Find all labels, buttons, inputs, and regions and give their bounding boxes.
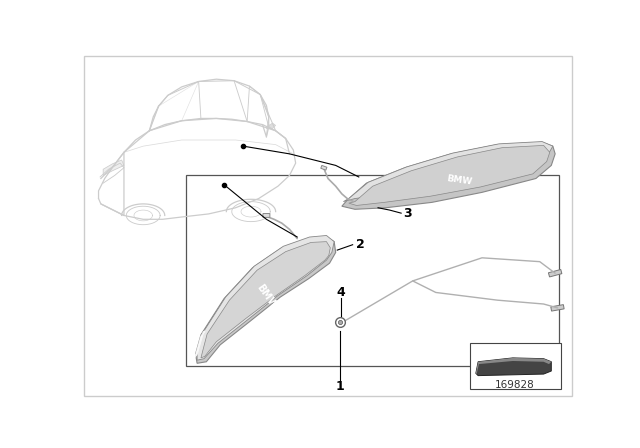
Polygon shape [266, 123, 276, 129]
Text: 3: 3 [403, 207, 412, 220]
Polygon shape [201, 241, 330, 358]
Polygon shape [476, 358, 551, 374]
Text: 2: 2 [356, 238, 365, 251]
FancyBboxPatch shape [263, 214, 270, 217]
FancyBboxPatch shape [551, 305, 564, 311]
Bar [321, 165, 327, 170]
Text: BMW: BMW [445, 175, 472, 187]
Text: BMW: BMW [254, 282, 278, 310]
Bar [470, 343, 561, 389]
Text: 1: 1 [335, 380, 344, 393]
Polygon shape [197, 236, 334, 360]
FancyBboxPatch shape [548, 270, 562, 277]
Bar [186, 176, 559, 366]
Text: 4: 4 [337, 286, 346, 299]
Text: 169828: 169828 [495, 380, 535, 390]
Polygon shape [103, 160, 124, 176]
Polygon shape [344, 142, 553, 202]
Polygon shape [196, 237, 336, 363]
Polygon shape [342, 142, 555, 209]
Polygon shape [349, 146, 550, 206]
Polygon shape [194, 331, 205, 358]
Polygon shape [476, 358, 551, 375]
